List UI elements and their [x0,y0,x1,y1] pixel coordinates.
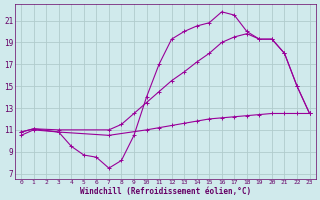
X-axis label: Windchill (Refroidissement éolien,°C): Windchill (Refroidissement éolien,°C) [80,187,251,196]
